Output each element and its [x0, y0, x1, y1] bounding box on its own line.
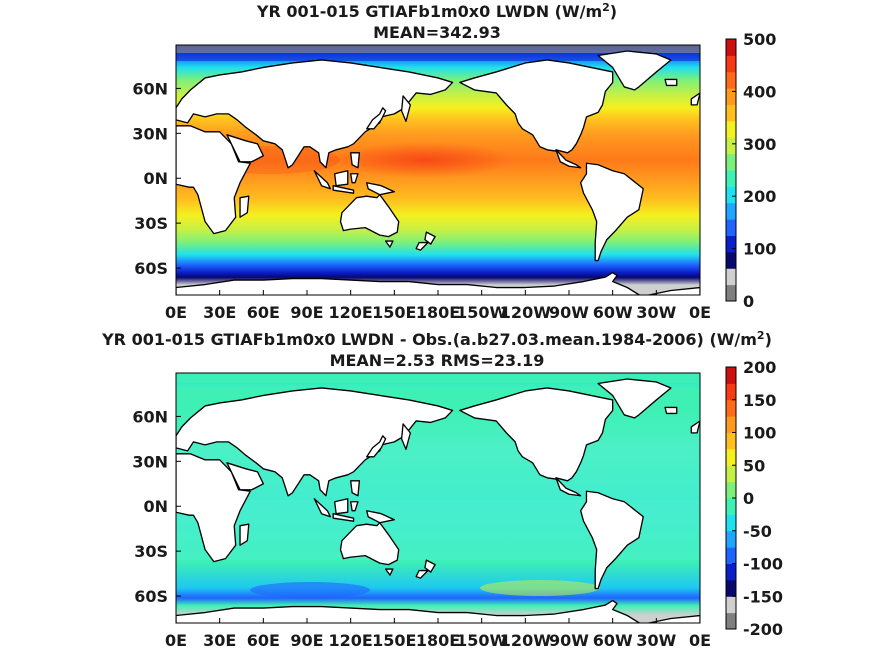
- y-tick-label: 0N: [143, 497, 168, 516]
- chart-title: YR 001-015 GTIAFb1m0x0 LWDN (W/m2): [256, 1, 617, 21]
- x-tick-label: 60W: [593, 631, 633, 650]
- colorbar-tick-label: -50: [743, 522, 772, 541]
- x-tick-label: 180E: [416, 631, 460, 650]
- colorbar-tick-label: 0: [743, 292, 754, 311]
- x-tick-label: 60E: [247, 631, 280, 650]
- x-tick-label: 90E: [290, 631, 323, 650]
- colorbar-segment: [726, 383, 736, 401]
- y-tick-label: 30N: [132, 124, 168, 143]
- colorbar-tick-label: -200: [743, 620, 783, 639]
- colorbar-segment: [726, 448, 736, 466]
- x-tick-label: 90E: [290, 303, 323, 322]
- chart-title-2: YR 001-015 GTIAFb1m0x0 LWDN - Obs.(a.b27…: [101, 329, 772, 349]
- colorbar-segment: [726, 120, 736, 138]
- colorbar-segment: [726, 514, 736, 532]
- colorbar-segment: [726, 88, 736, 105]
- colorbar-tick-label: 200: [743, 187, 776, 206]
- colorbar-segment: [726, 498, 736, 515]
- colorbar-segment: [726, 219, 736, 236]
- x-tick-label: 30W: [636, 631, 676, 650]
- chart-subtitle-2: MEAN=2.53 RMS=23.19: [330, 351, 545, 370]
- lwdn-bias-map-panel: YR 001-015 GTIAFb1m0x0 LWDN - Obs.(a.b27…: [101, 329, 783, 650]
- x-tick-label: 150W: [456, 631, 507, 650]
- colorbar-tick-label: 50: [743, 456, 765, 475]
- colorbar-segment: [726, 268, 736, 286]
- colorbar-segment: [726, 465, 736, 483]
- y-tick-label: 30N: [132, 452, 168, 471]
- colorbar-segment: [726, 367, 736, 384]
- colorbar-segment: [726, 547, 736, 564]
- colorbar-tick-label: 150: [743, 391, 776, 410]
- y-tick-label: 30S: [134, 542, 168, 561]
- colorbar-segment: [726, 481, 736, 499]
- x-tick-label: 150E: [372, 631, 416, 650]
- x-tick-label: 30E: [203, 303, 236, 322]
- colorbar-segment: [726, 39, 736, 56]
- x-tick-label: 30W: [636, 303, 676, 322]
- x-tick-label: 0E: [165, 303, 187, 322]
- x-tick-label: 0E: [165, 631, 187, 650]
- x-tick-label: 120E: [329, 631, 373, 650]
- colorbar-segment: [726, 612, 736, 630]
- colorbar-bias: 200 150 100 50 0 -50 -100 -150 -200: [725, 358, 783, 639]
- y-tick-label: 0N: [143, 169, 168, 188]
- x-tick-label: 0E: [689, 631, 711, 650]
- y-tick-labels-2: 60N 30N 0N 30S 60S: [132, 407, 181, 606]
- x-tick-label: 180E: [416, 303, 460, 322]
- colorbar-segment: [726, 71, 736, 89]
- colorbar-tick-label: 400: [743, 82, 776, 101]
- colorbar-segment: [726, 55, 736, 73]
- lwdn-map-panel: YR 001-015 GTIAFb1m0x0 LWDN (W/m2) MEAN=…: [132, 1, 776, 322]
- colorbar-segment: [726, 563, 736, 581]
- chart-subtitle: MEAN=342.93: [373, 23, 501, 42]
- colorbar-lwdn: 500 400 300 200 100 0: [725, 30, 776, 311]
- x-tick-label: 60E: [247, 303, 280, 322]
- colorbar-segment: [726, 284, 736, 302]
- y-tick-label: 60N: [132, 407, 168, 426]
- colorbar-tick-label: -150: [743, 587, 783, 606]
- x-tick-label: 150W: [456, 303, 507, 322]
- colorbar-segment: [726, 186, 736, 204]
- colorbar-tick-label: 200: [743, 358, 776, 377]
- y-tick-label: 60S: [134, 587, 168, 606]
- colorbar-segment: [726, 251, 736, 269]
- colorbar-tick-label: -100: [743, 555, 783, 574]
- colorbar-segment: [726, 137, 736, 155]
- colorbar-segment: [726, 399, 736, 417]
- y-tick-label: 60S: [134, 259, 168, 278]
- x-tick-label: 90W: [549, 631, 589, 650]
- colorbar-segment: [726, 170, 736, 187]
- colorbar-segment: [726, 416, 736, 433]
- colorbar-segment: [726, 153, 736, 171]
- x-tick-label: 0E: [689, 303, 711, 322]
- y-tick-label: 60N: [132, 79, 168, 98]
- colorbar-tick-label: 0: [743, 489, 754, 508]
- bias-field: [176, 373, 700, 623]
- colorbar-segment: [726, 104, 736, 122]
- colorbar-segment: [726, 596, 736, 614]
- colorbar-tick-label: 100: [743, 240, 776, 259]
- x-tick-label: 30E: [203, 631, 236, 650]
- colorbar-tick-label: 500: [743, 30, 776, 49]
- colorbar-tick-label: 300: [743, 135, 776, 154]
- colorbar-frame: [725, 38, 737, 302]
- y-tick-labels: 60N 30N 0N 30S 60S: [132, 79, 181, 278]
- colorbar-tick-label: 100: [743, 424, 776, 443]
- colorbar-segment: [726, 202, 736, 220]
- colorbar-segment: [726, 235, 736, 253]
- colorbar-segment: [726, 530, 736, 548]
- x-tick-label: 90W: [549, 303, 589, 322]
- x-tick-label: 150E: [372, 303, 416, 322]
- x-tick-label: 60W: [593, 303, 633, 322]
- y-tick-label: 30S: [134, 214, 168, 233]
- colorbar-segment: [726, 579, 736, 597]
- x-tick-label: 120W: [500, 631, 551, 650]
- x-tick-label: 120E: [329, 303, 373, 322]
- x-tick-label: 120W: [500, 303, 551, 322]
- colorbar-segment: [726, 432, 736, 450]
- lwdn-field: [176, 45, 700, 295]
